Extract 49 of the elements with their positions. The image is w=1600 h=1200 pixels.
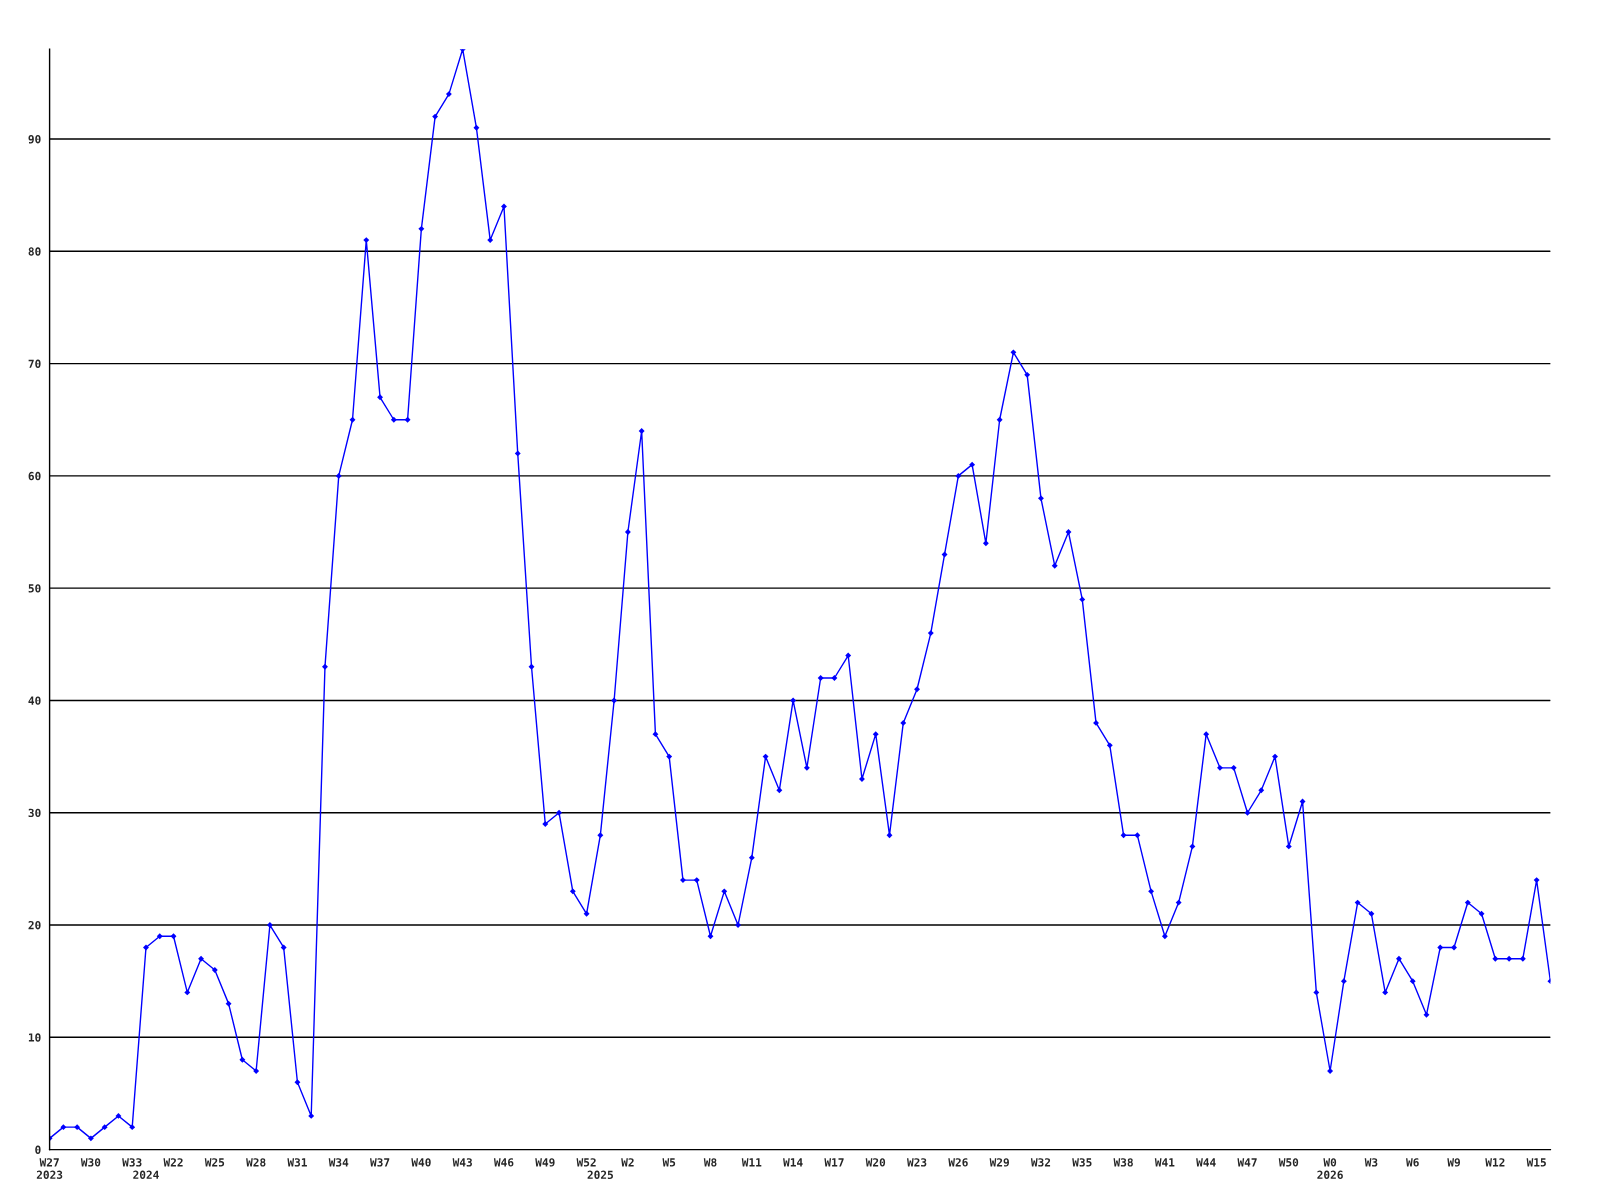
x-tick-label: W47 bbox=[1237, 1158, 1257, 1167]
x-tick-label: W29 bbox=[989, 1158, 1009, 1167]
x-tick-label: W12 bbox=[1485, 1158, 1505, 1167]
x-tick-label: W40 bbox=[411, 1158, 431, 1167]
x-tick-label: W50 bbox=[1278, 1158, 1299, 1167]
y-tick-label: 80 bbox=[28, 247, 41, 256]
x-tick-label: W34 bbox=[328, 1158, 349, 1167]
x-tick-label: W8 bbox=[703, 1158, 717, 1167]
x-tick-label: W6 bbox=[1406, 1158, 1419, 1167]
y-tick-label: 40 bbox=[28, 696, 41, 705]
x-tick-label: W31 bbox=[287, 1158, 307, 1167]
x-tick-label: W14 bbox=[783, 1158, 803, 1167]
x-tick-label: W5 bbox=[662, 1158, 676, 1167]
y-tick-label: 90 bbox=[28, 135, 41, 144]
x-tick-label: W25 bbox=[204, 1158, 225, 1167]
x-tick-label: W2 bbox=[621, 1158, 634, 1167]
x-tick-label: W44 bbox=[1196, 1158, 1216, 1167]
x-tick-label: W20 bbox=[865, 1158, 886, 1167]
x-tick-label: W9 bbox=[1447, 1158, 1460, 1167]
x-tick-label: W49 bbox=[535, 1158, 555, 1167]
x-tick-label: W3 bbox=[1364, 1158, 1378, 1167]
y-tick-label: 30 bbox=[28, 808, 41, 818]
x-tick-label: W30 bbox=[80, 1158, 101, 1167]
x-tick-label: W23 bbox=[907, 1158, 927, 1167]
x-tick-label: W28 bbox=[246, 1158, 266, 1167]
y-tick-label: 50 bbox=[28, 584, 41, 593]
x-tick-label: W37 bbox=[370, 1158, 390, 1167]
y-tick-label: 0 bbox=[35, 1145, 41, 1154]
y-tick-label: 10 bbox=[28, 1033, 41, 1042]
x-tick-label: W17 bbox=[824, 1158, 844, 1167]
x-tick-label: W52 bbox=[576, 1158, 596, 1167]
x-tick-label: 2025 bbox=[587, 1170, 613, 1179]
y-tick-label: 60 bbox=[28, 471, 41, 481]
x-tick-label: W43 bbox=[452, 1158, 472, 1167]
x-tick-label: W41 bbox=[1154, 1158, 1175, 1167]
x-tick-label: W26 bbox=[948, 1158, 968, 1167]
x-tick-label: W46 bbox=[493, 1158, 514, 1167]
x-tick-label: W35 bbox=[1072, 1158, 1092, 1167]
x-tick-label: W11 bbox=[741, 1158, 762, 1167]
y-tick-label: 70 bbox=[28, 359, 41, 368]
x-tick-label: W32 bbox=[1030, 1158, 1051, 1167]
x-tick-label: W0 2026 bbox=[1317, 1158, 1343, 1179]
x-tick-label: W38 bbox=[1113, 1158, 1133, 1167]
x-tick-label: W15 bbox=[1526, 1158, 1546, 1167]
x-tick-label: W22 bbox=[163, 1158, 183, 1167]
x-tick-label: W27 2023 bbox=[36, 1158, 63, 1179]
x-tick-label: W33 bbox=[122, 1158, 142, 1167]
y-tick-label: 20 bbox=[28, 921, 41, 930]
x-tick-label: 2024 bbox=[133, 1170, 159, 1179]
